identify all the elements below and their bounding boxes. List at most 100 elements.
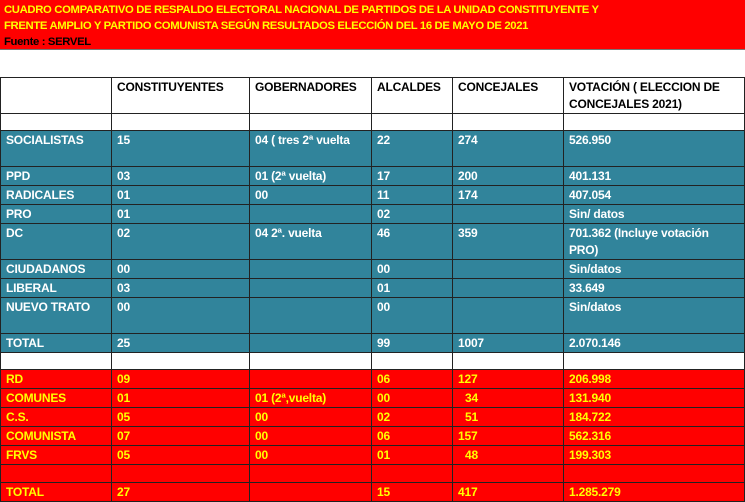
cell-votacion: 33.649 [563, 278, 745, 298]
cell-concejales [452, 464, 564, 483]
cell-alcaldes: 17 [371, 166, 453, 186]
cell-alcaldes: 15 [371, 482, 453, 502]
results-table: CONSTITUYENTES GOBERNADORES ALCALDES CONCEJ… [0, 77, 745, 502]
cell-constituyentes: 07 [111, 426, 250, 446]
cell-party [0, 352, 112, 370]
cell-gobernadores [249, 259, 372, 279]
cell-gobernadores [249, 113, 372, 131]
cell-alcaldes: 22 [371, 130, 453, 167]
cell-gobernadores [249, 482, 372, 502]
title-line-1: CUADRO COMPARATIVO DE RESPALDO ELECTORAL… [4, 4, 599, 16]
cell-constituyentes: 27 [111, 482, 250, 502]
table-row: NUEVO TRATO 00 00 Sin/datos [0, 297, 745, 334]
cell-concejales: 274 [452, 130, 564, 167]
cell-votacion: Sin/ datos [563, 204, 745, 224]
cell-constituyentes [111, 464, 250, 483]
cell-alcaldes: 06 [371, 426, 453, 446]
cell-party: RD [0, 369, 112, 389]
cell-gobernadores: 00 [249, 445, 372, 465]
cell-party: PPD [0, 166, 112, 186]
table-row: RD 09 06 127 206.998 [0, 369, 745, 389]
table-row: CIUDADANOS 00 00 Sin/datos [0, 259, 745, 279]
cell-party: C.S. [0, 407, 112, 427]
cell-alcaldes: 01 [371, 278, 453, 298]
cell-alcaldes: 11 [371, 185, 453, 205]
cell-party: SOCIALISTAS [0, 130, 112, 167]
column-header-concejales: CONCEJALES [452, 77, 564, 114]
cell-votacion: 199.303 [563, 445, 745, 465]
cell-votacion: Sin/datos [563, 259, 745, 279]
spacer-row [0, 352, 745, 370]
cell-votacion: 701.362 (Incluye votación PRO) [563, 223, 745, 260]
cell-party: COMUNISTA [0, 426, 112, 446]
cell-constituyentes: 25 [111, 333, 250, 353]
cell-constituyentes: 05 [111, 445, 250, 465]
table-row: COMUNISTA 07 00 06 157 562.316 [0, 426, 745, 446]
cell-concejales [452, 113, 564, 131]
cell-concejales [452, 352, 564, 370]
cell-concejales: 174 [452, 185, 564, 205]
cell-votacion: 206.998 [563, 369, 745, 389]
title-banner: CUADRO COMPARATIVO DE RESPALDO ELECTORAL… [0, 0, 745, 50]
cell-concejales: 359 [452, 223, 564, 260]
title-line-2: FRENTE AMPLIO Y PARTIDO COMUNISTA SEGÚN … [4, 20, 529, 32]
cell-votacion: 407.054 [563, 185, 745, 205]
cell-constituyentes: 02 [111, 223, 250, 260]
cell-concejales [452, 204, 564, 224]
cell-concejales [452, 297, 564, 334]
table-row: PRO 01 02 Sin/ datos [0, 204, 745, 224]
cell-gobernadores: 01 (2ª vuelta) [249, 166, 372, 186]
cell-votacion: 184.722 [563, 407, 745, 427]
cell-party: FRVS [0, 445, 112, 465]
column-header-votacion: VOTACIÓN ( ELECCION DE CONCEJALES 2021) [563, 77, 745, 114]
cell-alcaldes [371, 352, 453, 370]
cell-gobernadores: 00 [249, 426, 372, 446]
cell-alcaldes: 00 [371, 388, 453, 408]
cell-alcaldes: 06 [371, 369, 453, 389]
cell-party: NUEVO TRATO [0, 297, 112, 334]
cell-concejales [452, 278, 564, 298]
cell-alcaldes: 02 [371, 407, 453, 427]
cell-concejales: 34 [452, 388, 564, 408]
cell-concejales [452, 259, 564, 279]
cell-gobernadores: 04 2ª. vuelta [249, 223, 372, 260]
cell-party: PRO [0, 204, 112, 224]
table-row: FRVS 05 00 01 48 199.303 [0, 445, 745, 465]
cell-concejales: 48 [452, 445, 564, 465]
cell-gobernadores [249, 204, 372, 224]
header-row: CONSTITUYENTES GOBERNADORES ALCALDES CONCEJ… [0, 77, 745, 114]
total-row-frente-amplio: TOTAL 27 15 417 1.285.279 [0, 482, 745, 502]
cell-votacion: 2.070.146 [563, 333, 745, 353]
cell-votacion: 401.131 [563, 166, 745, 186]
table-row: LIBERAL 03 01 33.649 [0, 278, 745, 298]
column-header-alcaldes: ALCALDES [371, 77, 453, 114]
cell-votacion: 131.940 [563, 388, 745, 408]
cell-gobernadores [249, 352, 372, 370]
cell-concejales: 127 [452, 369, 564, 389]
cell-votacion [563, 352, 745, 370]
cell-concejales: 51 [452, 407, 564, 427]
spacer-row [0, 113, 745, 131]
cell-concejales: 200 [452, 166, 564, 186]
cell-constituyentes [111, 352, 250, 370]
cell-alcaldes [371, 464, 453, 483]
cell-votacion: 562.316 [563, 426, 745, 446]
cell-party [0, 113, 112, 131]
cell-constituyentes: 01 [111, 185, 250, 205]
column-header-gobernadores: GOBERNADORES [249, 77, 372, 114]
cell-gobernadores [249, 278, 372, 298]
cell-party: CIUDADANOS [0, 259, 112, 279]
cell-constituyentes: 15 [111, 130, 250, 167]
cell-alcaldes [371, 113, 453, 131]
cell-constituyentes: 00 [111, 297, 250, 334]
cell-gobernadores [249, 369, 372, 389]
cell-constituyentes: 05 [111, 407, 250, 427]
cell-constituyentes: 03 [111, 278, 250, 298]
table-row: PPD 03 01 (2ª vuelta) 17 200 401.131 [0, 166, 745, 186]
cell-gobernadores: 00 [249, 185, 372, 205]
cell-alcaldes: 99 [371, 333, 453, 353]
cell-alcaldes: 00 [371, 297, 453, 334]
cell-votacion [563, 113, 745, 131]
cell-alcaldes: 01 [371, 445, 453, 465]
cell-concejales: 157 [452, 426, 564, 446]
